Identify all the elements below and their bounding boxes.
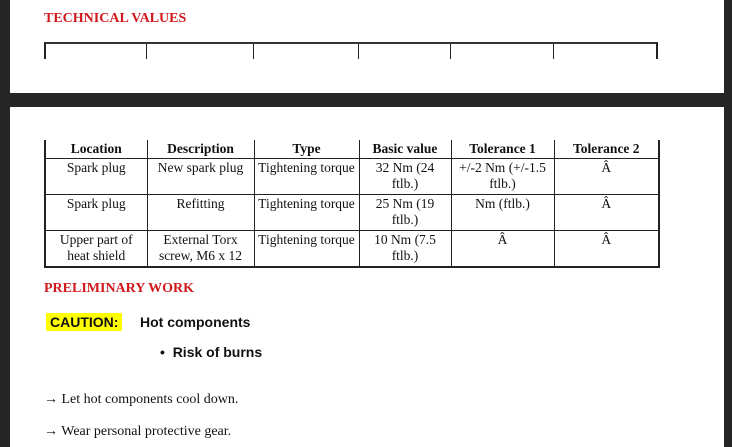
table-cell: Refitting [146,194,255,231]
table-cell: 10 Nm (7.5 ftlb.) [358,230,452,268]
bullet-item: • Risk of burns [160,344,262,360]
step-item: → Let hot components cool down. [44,392,238,408]
table-cell: Upper part of heat shield [44,230,148,268]
header-cell: Description [146,140,255,159]
header-cell: Tolerance 1 [450,140,555,159]
table-row: Upper part of heat shield External Torx … [44,230,660,268]
table-cell: Tightening torque [253,194,360,231]
table-header-row: Location Description Type Basic value To… [44,140,660,159]
header-cell: Type [253,140,360,159]
table-cell: +/-2 Nm (+/-1.5 ftlb.) [450,158,555,195]
table-cell: Nm (ftlb.) [450,194,555,231]
table-cell: Â [553,194,660,231]
arrow-icon: → [44,392,58,407]
header-cell: Location [44,140,148,159]
table-cell: Â [553,158,660,195]
header-cell: Tolerance 2 [553,140,660,159]
bullet-text: Risk of burns [172,344,263,360]
table-cell: 25 Nm (19 ftlb.) [358,194,452,231]
table-cell: External Torx screw, M6 x 12 [146,230,255,268]
header-cell: Basic value [358,140,452,159]
technical-values-heading: TECHNICAL VALUES [44,11,187,26]
caution-text: Hot components [140,314,251,330]
technical-values-table: Location Description Type Basic value To… [44,140,660,268]
document-page-1: TECHNICAL VALUES [10,0,724,93]
table-cell: 32 Nm (24 ftlb.) [358,158,452,195]
step-text: Wear personal protective gear. [61,424,232,439]
table-cell: Tightening torque [253,230,360,268]
table-cell: New spark plug [146,158,255,195]
preliminary-work-heading: PRELIMINARY WORK [44,281,195,296]
arrow-icon: → [44,424,58,439]
bullet-icon: • [160,344,173,360]
table-row: Spark plug New spark plug Tightening tor… [44,158,660,195]
table-cell: Spark plug [44,158,148,195]
table-cell: Â [553,230,660,268]
table-top-fragment [44,42,658,59]
step-item: → Wear personal protective gear. [44,424,231,440]
table-cell: Â [450,230,555,268]
table-cell: Spark plug [44,194,148,231]
table-row: Spark plug Refitting Tightening torque 2… [44,194,660,231]
caution-label: CAUTION: [46,313,123,331]
document-page-2: Location Description Type Basic value To… [10,107,724,447]
step-text: Let hot components cool down. [61,392,239,407]
table-cell: Tightening torque [253,158,360,195]
